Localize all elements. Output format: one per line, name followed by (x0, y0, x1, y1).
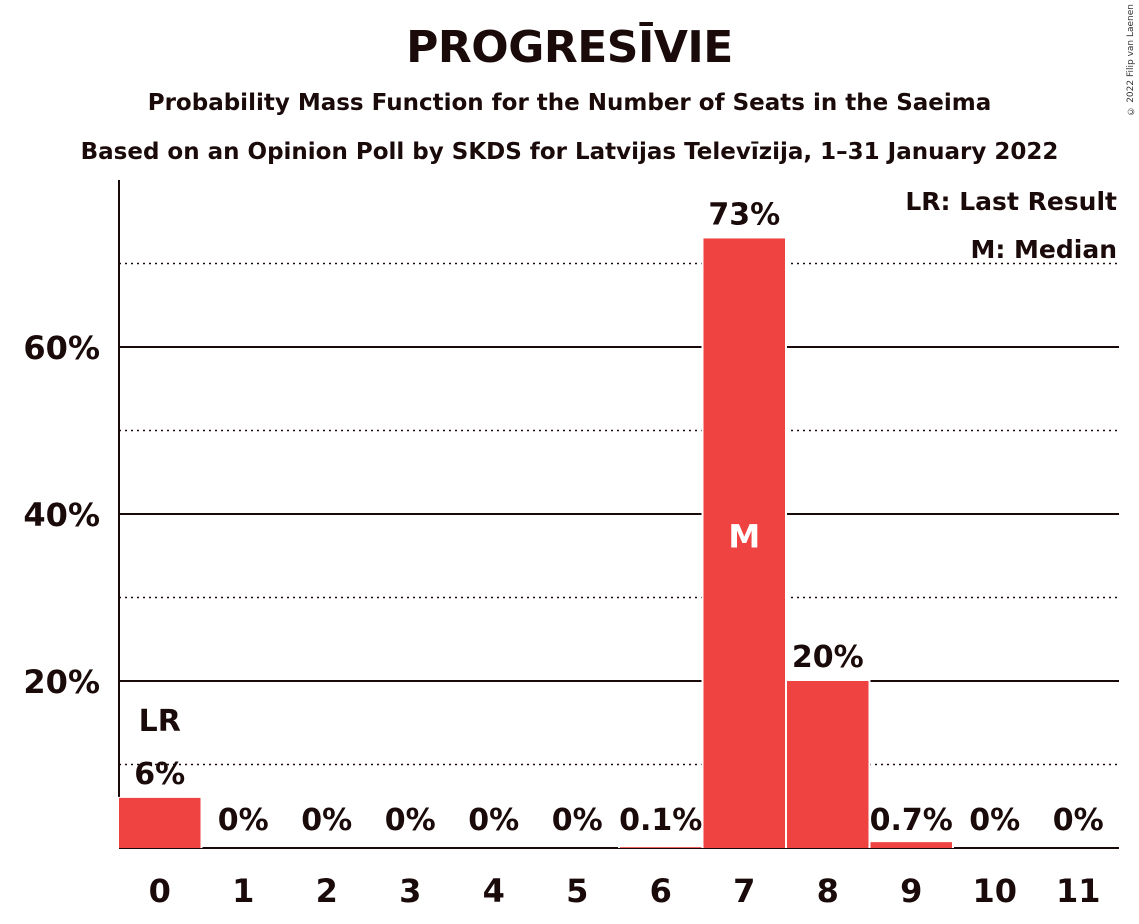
data-label: 0.7% (870, 803, 953, 838)
data-label: 0% (218, 803, 269, 838)
data-label: 73% (708, 197, 780, 232)
data-label: 0% (969, 803, 1020, 838)
median-marker: M (728, 517, 760, 555)
legend-last-result: LR: Last Result (905, 187, 1117, 216)
bar (119, 797, 201, 848)
data-label: 6% (134, 757, 185, 792)
chart-source: Based on an Opinion Poll by SKDS for Lat… (80, 139, 1059, 165)
x-tick-label: 9 (900, 872, 922, 910)
x-tick-label: 10 (972, 872, 1017, 910)
chart-subtitle: Probability Mass Function for the Number… (147, 90, 992, 116)
data-label: 0% (301, 803, 352, 838)
data-label: 0% (552, 803, 603, 838)
bars (117, 237, 954, 848)
data-label: 0% (468, 803, 519, 838)
data-label: 0% (385, 803, 436, 838)
x-tick-label: 2 (316, 872, 338, 910)
x-tick-label: 8 (817, 872, 839, 910)
data-label: 0.1% (619, 803, 702, 838)
y-tick-label: 60% (23, 329, 100, 367)
bar-backing (618, 846, 704, 848)
last-result-marker: LR (139, 704, 181, 739)
y-tick-label: 20% (23, 663, 100, 701)
x-tick-label: 5 (566, 872, 588, 910)
y-tick-label: 40% (23, 496, 100, 534)
bar (703, 238, 785, 848)
data-label: 20% (792, 640, 864, 675)
x-tick-label: 7 (733, 872, 755, 910)
bar (870, 842, 952, 848)
x-tick-label: 4 (483, 872, 505, 910)
x-tick-label: 6 (650, 872, 672, 910)
bar (620, 847, 702, 848)
x-tick-label: 11 (1056, 872, 1101, 910)
bar (787, 681, 869, 848)
legend-median: M: Median (970, 235, 1117, 264)
gridlines (118, 180, 1119, 849)
x-tick-label: 3 (399, 872, 421, 910)
x-tick-label: 1 (232, 872, 254, 910)
labels: 20%40%60%06%LR10%20%30%40%50%60.1%773%M8… (23, 197, 1103, 910)
x-tick-label: 0 (149, 872, 171, 910)
chart-title: PROGRESĪVIE (406, 22, 733, 73)
data-label: 0% (1053, 803, 1104, 838)
